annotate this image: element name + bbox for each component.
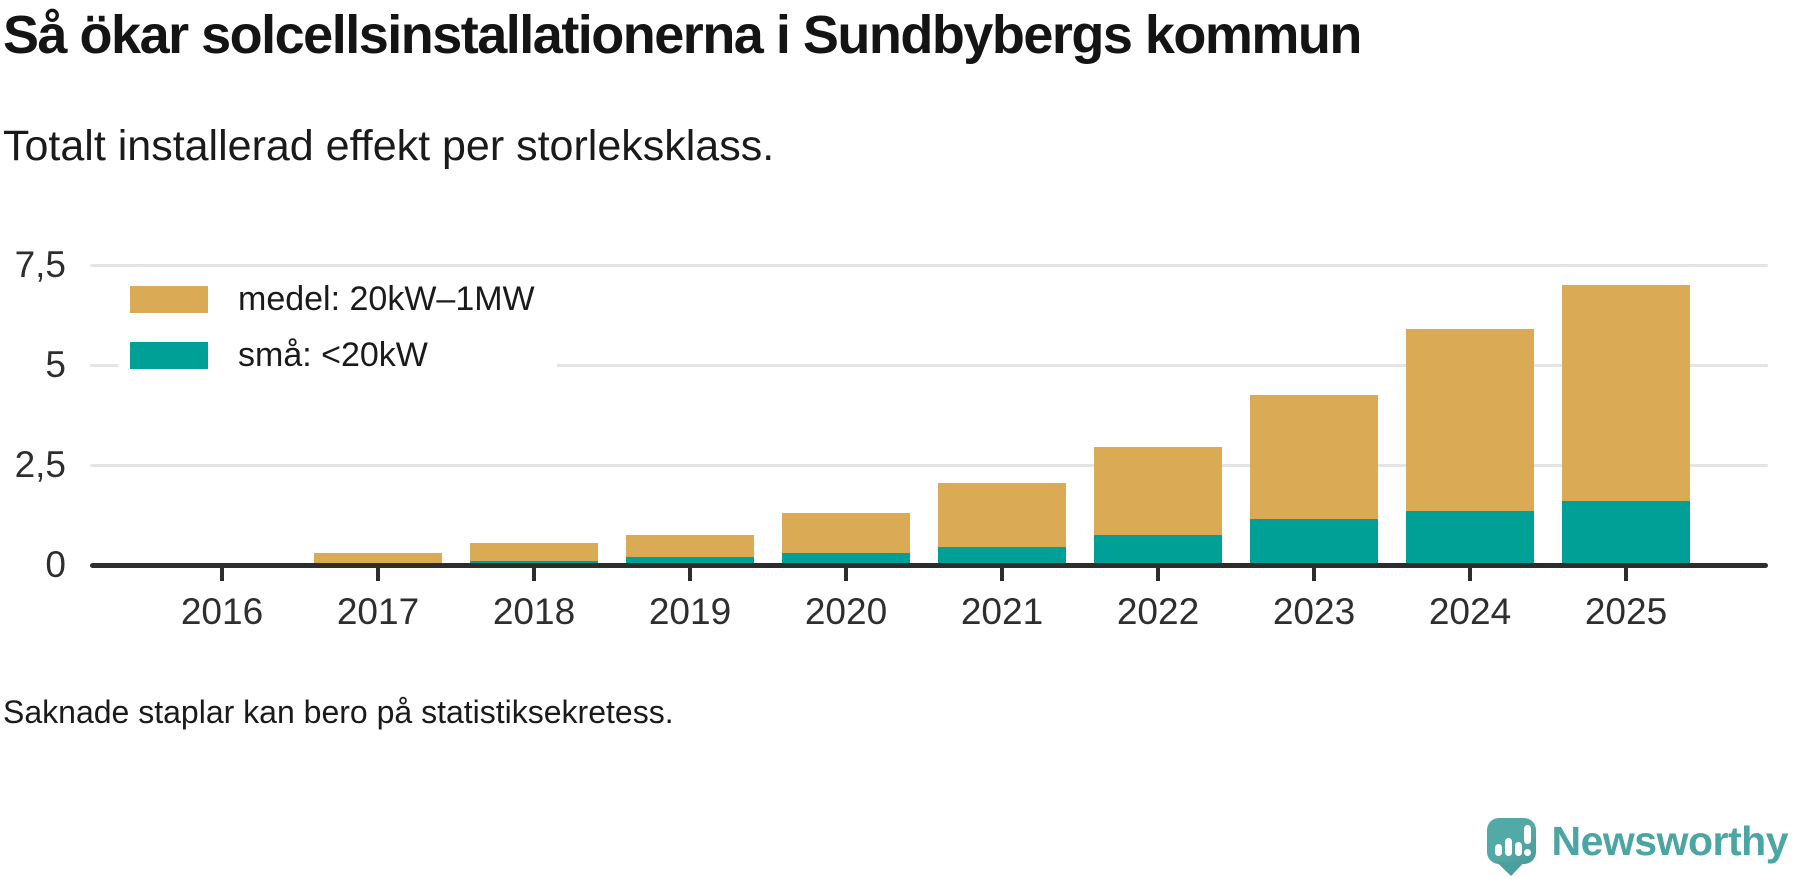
y-tick-label-2,5: 2,5 bbox=[14, 444, 66, 485]
newsworthy-logo: Newsworthy bbox=[1486, 804, 1789, 878]
x-tick-2023 bbox=[1312, 568, 1316, 581]
x-tick-label-2019: 2019 bbox=[648, 591, 732, 632]
logo-bar-medium bbox=[1514, 842, 1522, 856]
x-tick-label-2024: 2024 bbox=[1428, 591, 1512, 632]
bar-segment-2022-sma bbox=[1094, 535, 1222, 565]
legend-swatch-medel bbox=[130, 285, 208, 313]
x-tick-2024 bbox=[1468, 568, 1472, 581]
footnote: Saknade staplar kan bero på statistiksek… bbox=[3, 694, 674, 730]
bar-segment-2025-medel bbox=[1562, 285, 1690, 501]
x-tick-2018 bbox=[532, 568, 536, 581]
x-tick-label-2022: 2022 bbox=[1116, 591, 1200, 632]
bar-segment-2017-medel bbox=[314, 553, 442, 565]
x-tick-2025 bbox=[1624, 568, 1628, 581]
x-tick-label-2017: 2017 bbox=[336, 591, 420, 632]
x-tick-label-2025: 2025 bbox=[1584, 591, 1668, 632]
bar-segment-2023-sma bbox=[1250, 519, 1378, 565]
y-tick-label-0: 0 bbox=[45, 544, 66, 585]
bar-segment-2021-medel bbox=[938, 483, 1066, 547]
x-tick-2021 bbox=[1000, 568, 1004, 581]
legend: medel: 20kW–1MW små: <20kW bbox=[118, 276, 557, 380]
page-title: Så ökar solcellsinstallationerna i Sundb… bbox=[3, 5, 1362, 65]
bar-segment-2024-medel bbox=[1406, 329, 1534, 511]
bar-segment-2022-medel bbox=[1094, 447, 1222, 535]
bar-segment-2023-medel bbox=[1250, 395, 1378, 519]
bar-segment-2025-sma bbox=[1562, 501, 1690, 565]
y-tick-label-7,5: 7,5 bbox=[14, 244, 66, 285]
x-tick-label-2016: 2016 bbox=[180, 591, 264, 632]
bar-segment-2024-sma bbox=[1406, 511, 1534, 565]
x-tick-2022 bbox=[1156, 568, 1160, 581]
bar-segment-2020-medel bbox=[782, 513, 910, 553]
logo-exclamation-dot bbox=[1523, 849, 1531, 856]
x-tick-label-2023: 2023 bbox=[1272, 591, 1356, 632]
x-axis-line bbox=[90, 563, 1768, 568]
gridline-7,5 bbox=[90, 264, 1768, 267]
chart-subtitle: Totalt installerad effekt per storlekskl… bbox=[3, 122, 775, 170]
bar-segment-2019-sma bbox=[626, 557, 754, 565]
newsworthy-wordmark: Newsworthy bbox=[1551, 818, 1789, 864]
gridline-2,5 bbox=[90, 464, 1768, 467]
y-tick-label-5: 5 bbox=[45, 344, 66, 385]
speech-bubble-tail bbox=[1496, 862, 1525, 876]
x-tick-label-2020: 2020 bbox=[804, 591, 888, 632]
bar-chart-speech-bubble-icon bbox=[1486, 804, 1537, 878]
bar-segment-2018-medel bbox=[470, 543, 598, 561]
speech-bubble bbox=[1486, 818, 1536, 864]
x-tick-2017 bbox=[376, 568, 380, 581]
x-tick-2019 bbox=[688, 568, 692, 581]
legend-item-medel: medel: 20kW–1MW bbox=[130, 280, 535, 318]
gridline-5 bbox=[90, 364, 1768, 367]
x-tick-2020 bbox=[844, 568, 848, 581]
logo-bar-small bbox=[1494, 844, 1502, 856]
bar-segment-2019-medel bbox=[626, 535, 754, 557]
legend-label-medel: medel: 20kW–1MW bbox=[238, 279, 535, 318]
x-tick-2016 bbox=[220, 568, 224, 581]
bar-segment-2021-sma bbox=[938, 547, 1066, 565]
logo-bar-tall bbox=[1504, 838, 1512, 856]
legend-swatch-sma bbox=[130, 341, 208, 369]
logo-exclamation-bar bbox=[1523, 825, 1531, 844]
bar-segment-2020-sma bbox=[782, 553, 910, 565]
y-axis-labels: 0 2,5 5 7,5 bbox=[0, 0, 66, 600]
x-tick-label-2018: 2018 bbox=[492, 591, 576, 632]
legend-label-sma: små: <20kW bbox=[238, 335, 428, 374]
x-tick-label-2021: 2021 bbox=[960, 591, 1044, 632]
stacked-bar-chart: 2016 2017 2018 2019 2020 2021 2022 2023 2024 2025 bbox=[90, 264, 1768, 632]
legend-item-sma: små: <20kW bbox=[130, 336, 535, 374]
